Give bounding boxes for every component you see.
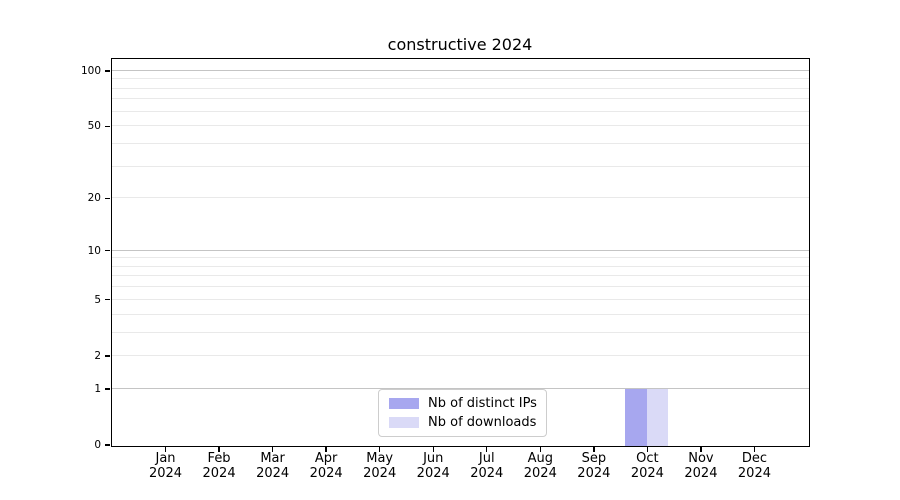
x-tick-label: Jun 2024	[405, 451, 461, 481]
legend-item-distinct-ips: Nb of distinct IPs	[389, 396, 538, 411]
x-tick-mark	[378, 446, 381, 452]
x-tick-label: Sep 2024	[566, 451, 622, 481]
plot-area	[110, 57, 810, 447]
x-tick-month: Jan	[155, 451, 176, 466]
legend-item-downloads: Nb of downloads	[389, 415, 538, 430]
bars-layer	[112, 59, 809, 446]
x-tick-month: Nov	[688, 451, 714, 466]
legend-swatch-distinct-ips	[389, 398, 419, 409]
x-tick-label: May 2024	[352, 451, 408, 481]
x-tick-month: Dec	[741, 451, 768, 466]
y-tick-label: 1	[94, 382, 101, 395]
chart-title: constructive 2024	[387, 35, 533, 54]
x-tick-label: Feb 2024	[191, 451, 247, 481]
x-tick-label: Mar 2024	[245, 451, 301, 481]
x-tick-month: Jun	[423, 451, 444, 466]
x-tick-year: 2024	[148, 465, 183, 481]
gridline-minor	[111, 87, 809, 89]
x-tick-mark	[753, 446, 756, 452]
gridline-minor	[111, 275, 809, 277]
x-tick-mark	[271, 446, 274, 452]
y-tick-mark	[105, 249, 110, 252]
gridline-minor	[111, 265, 809, 267]
y-tick-label: 5	[94, 293, 101, 306]
x-tick-month: Jul	[478, 451, 495, 466]
x-tick-mark	[218, 446, 220, 452]
gridline-minor	[111, 257, 809, 259]
x-tick-year: 2024	[577, 465, 611, 481]
gridline-minor	[111, 298, 809, 300]
legend-label-downloads: Nb of downloads	[428, 415, 537, 430]
x-tick-label: Nov 2024	[673, 451, 729, 481]
y-tick-label: 50	[87, 120, 101, 133]
y-tick-mark	[105, 355, 110, 357]
gridline-minor	[111, 110, 809, 112]
x-tick-year: 2024	[523, 465, 557, 481]
gridline-minor	[111, 78, 809, 80]
x-tick-mark	[325, 446, 327, 452]
x-tick-month: Mar	[260, 451, 285, 466]
x-tick-mark	[700, 446, 702, 452]
y-tick-mark	[105, 444, 110, 446]
gridline-minor	[111, 331, 809, 333]
x-tick-month: Oct	[636, 451, 659, 466]
bar-distinct-ips	[625, 389, 647, 446]
y-tick-mark	[105, 299, 110, 301]
x-tick-mark	[486, 446, 488, 452]
y-tick-mark	[105, 70, 110, 72]
x-tick-year: 2024	[416, 465, 450, 481]
x-tick-label: Jan 2024	[138, 451, 194, 481]
legend-label-distinct-ips: Nb of distinct IPs	[428, 396, 537, 411]
x-tick-year: 2024	[363, 465, 397, 481]
y-tick-label: 100	[80, 64, 101, 77]
x-tick-month: May	[366, 451, 394, 466]
gridline-minor	[111, 125, 809, 127]
gridline-minor	[111, 313, 809, 315]
legend: Nb of distinct IPs Nb of downloads	[378, 389, 547, 437]
x-tick-year: 2024	[737, 465, 771, 481]
y-tick-label: 0	[94, 439, 101, 451]
y-tick-label: 10	[87, 244, 101, 257]
y-tick-label: 20	[87, 192, 101, 205]
x-tick-label: Aug 2024	[512, 451, 568, 481]
x-tick-mark	[539, 446, 541, 452]
bar-downloads	[646, 389, 669, 446]
gridline-minor	[111, 286, 809, 288]
gridline-minor	[111, 142, 809, 144]
gridline-minor	[111, 354, 809, 356]
gridline-minor	[111, 98, 809, 100]
gridline-minor	[111, 165, 809, 167]
x-tick-year: 2024	[202, 465, 236, 481]
x-tick-label: Jul 2024	[459, 451, 515, 481]
gridline-major	[111, 69, 809, 71]
x-tick-year: 2024	[309, 465, 343, 481]
x-tick-mark	[646, 446, 649, 452]
y-tick-mark	[105, 388, 110, 390]
y-tick-label: 2	[94, 349, 101, 362]
x-tick-month: Aug	[527, 451, 553, 466]
x-tick-month: Feb	[207, 451, 231, 466]
gridline-major	[111, 387, 809, 389]
legend-swatch-downloads	[389, 417, 419, 428]
x-tick-label: Apr 2024	[298, 451, 354, 481]
x-tick-year: 2024	[630, 465, 664, 481]
gridline-minor	[111, 197, 809, 199]
x-tick-label: Oct 2024	[619, 451, 675, 481]
x-tick-year: 2024	[256, 465, 290, 481]
gridline-major	[111, 249, 809, 251]
x-tick-mark	[593, 446, 595, 452]
y-tick-mark	[105, 197, 110, 199]
x-tick-month: Apr	[314, 451, 338, 466]
x-tick-year: 2024	[470, 465, 504, 481]
y-tick-mark	[105, 125, 110, 127]
x-tick-mark	[164, 446, 167, 452]
x-tick-month: Sep	[581, 451, 607, 466]
x-tick-label: Dec 2024	[726, 451, 782, 481]
x-tick-year: 2024	[684, 465, 718, 481]
x-tick-mark	[432, 446, 434, 452]
gridlines-layer	[111, 59, 809, 446]
